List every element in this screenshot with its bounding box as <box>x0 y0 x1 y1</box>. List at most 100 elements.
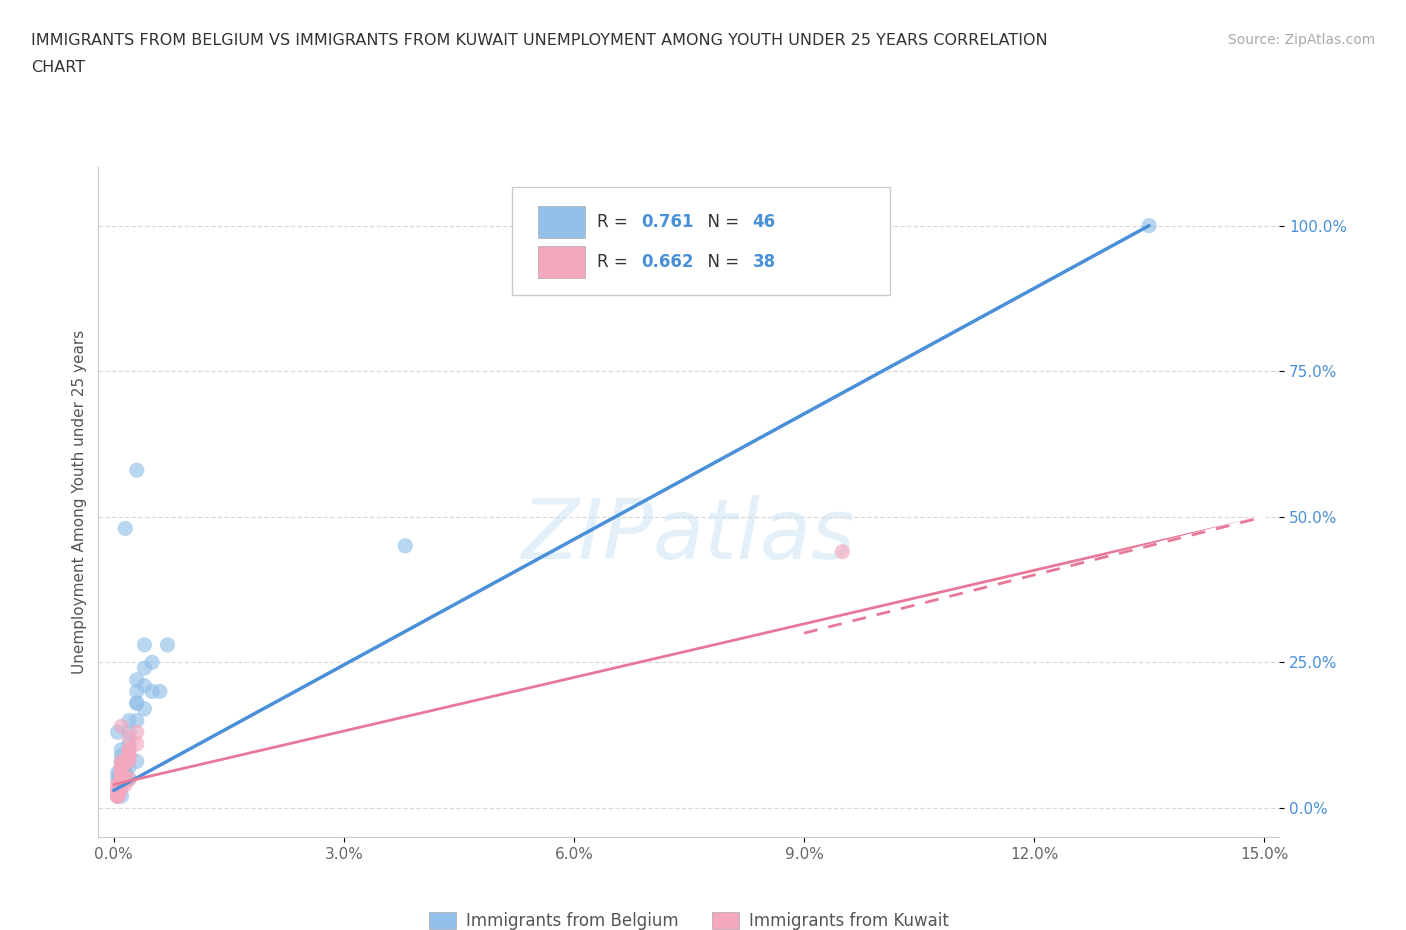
FancyBboxPatch shape <box>537 246 585 278</box>
Point <box>110 765 132 780</box>
Point <box>108 771 131 786</box>
Point <box>110 760 132 775</box>
Point <box>110 771 132 786</box>
Point <box>114 771 136 786</box>
Point <box>110 760 132 775</box>
Point <box>114 521 136 536</box>
Point <box>110 771 132 786</box>
Point <box>107 783 129 798</box>
Point <box>134 660 156 675</box>
Point <box>107 783 129 798</box>
Point <box>107 783 129 798</box>
Point <box>118 748 141 763</box>
Point <box>110 760 132 775</box>
Point <box>110 771 132 786</box>
Point <box>118 771 141 786</box>
Point <box>110 777 132 792</box>
Text: R =: R = <box>596 213 633 231</box>
Text: 46: 46 <box>752 213 776 231</box>
Point <box>114 760 136 775</box>
Point <box>110 777 132 792</box>
Text: 0.761: 0.761 <box>641 213 695 231</box>
Point <box>107 777 129 792</box>
Point <box>110 742 132 757</box>
Point <box>107 765 129 780</box>
Point <box>110 754 132 769</box>
Point <box>114 754 136 769</box>
Point <box>110 789 132 804</box>
Point <box>110 765 132 780</box>
Text: ZIPatlas: ZIPatlas <box>522 495 856 577</box>
Point <box>108 783 131 798</box>
Point <box>125 696 148 711</box>
Point <box>107 771 129 786</box>
Point <box>118 731 141 746</box>
Text: IMMIGRANTS FROM BELGIUM VS IMMIGRANTS FROM KUWAIT UNEMPLOYMENT AMONG YOUTH UNDER: IMMIGRANTS FROM BELGIUM VS IMMIGRANTS FR… <box>31 33 1047 47</box>
Point <box>149 684 172 698</box>
Point <box>125 463 148 478</box>
Point <box>110 760 132 775</box>
Point <box>108 777 131 792</box>
Point <box>125 713 148 728</box>
Point <box>118 748 141 763</box>
Point <box>831 544 853 559</box>
Point <box>156 637 179 652</box>
FancyBboxPatch shape <box>537 206 585 238</box>
Point <box>110 765 132 780</box>
Point <box>394 538 416 553</box>
Point <box>141 684 163 698</box>
Point <box>125 724 148 739</box>
Point <box>118 742 141 757</box>
Point <box>118 760 141 775</box>
Point <box>125 672 148 687</box>
Point <box>110 754 132 769</box>
Text: 38: 38 <box>752 253 776 271</box>
Point <box>107 789 129 804</box>
Text: CHART: CHART <box>31 60 84 75</box>
Point <box>134 678 156 693</box>
Point <box>108 783 131 798</box>
Point <box>125 737 148 751</box>
Text: 0.662: 0.662 <box>641 253 695 271</box>
Point <box>107 789 129 804</box>
Point <box>110 754 132 769</box>
Text: Source: ZipAtlas.com: Source: ZipAtlas.com <box>1227 33 1375 46</box>
Point <box>107 789 129 804</box>
Point <box>108 777 131 792</box>
Text: N =: N = <box>697 213 745 231</box>
Point <box>118 713 141 728</box>
Point <box>125 754 148 769</box>
Legend: Immigrants from Belgium, Immigrants from Kuwait: Immigrants from Belgium, Immigrants from… <box>423 906 955 930</box>
Point <box>110 771 132 786</box>
Point <box>110 760 132 775</box>
Point <box>110 765 132 780</box>
Y-axis label: Unemployment Among Youth under 25 years: Unemployment Among Youth under 25 years <box>72 330 87 674</box>
Point <box>114 754 136 769</box>
Point <box>110 748 132 763</box>
Point <box>107 724 129 739</box>
Point <box>107 789 129 804</box>
Point <box>108 765 131 780</box>
Point <box>110 760 132 775</box>
Point <box>125 696 148 711</box>
Point <box>114 765 136 780</box>
Point <box>110 719 132 734</box>
Point <box>110 771 132 786</box>
Point <box>108 783 131 798</box>
Point <box>125 684 148 698</box>
FancyBboxPatch shape <box>512 188 890 295</box>
Point <box>118 742 141 757</box>
Point <box>134 701 156 716</box>
Point <box>118 748 141 763</box>
Text: N =: N = <box>697 253 745 271</box>
Point <box>1137 219 1160 233</box>
Point <box>114 754 136 769</box>
Point <box>118 724 141 739</box>
Point <box>141 655 163 670</box>
Point <box>114 777 136 792</box>
Text: R =: R = <box>596 253 633 271</box>
Point <box>118 771 141 786</box>
Point <box>118 754 141 769</box>
Point <box>134 637 156 652</box>
Point <box>118 737 141 751</box>
